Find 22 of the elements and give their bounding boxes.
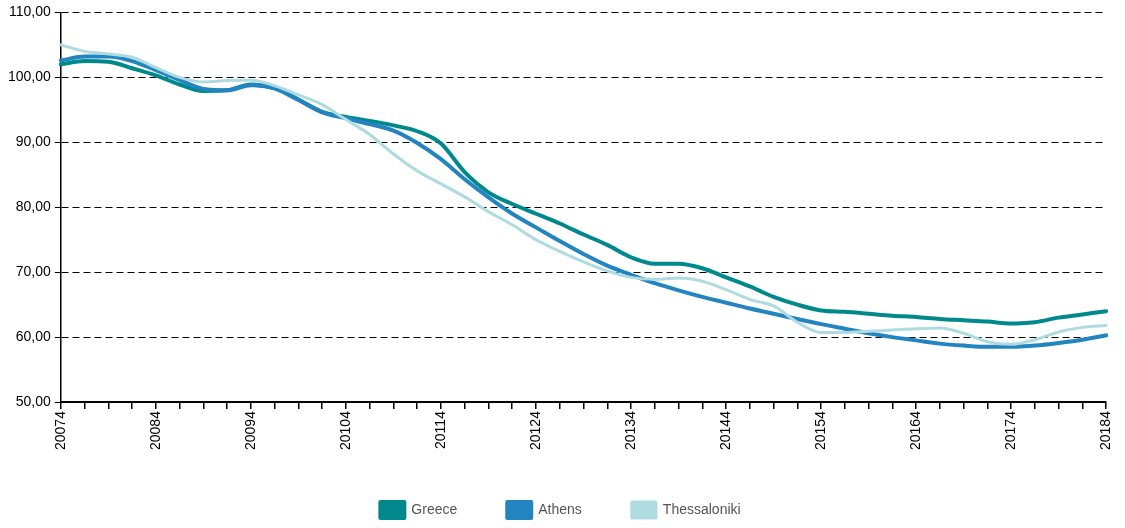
legend-label: Greece: [411, 500, 458, 517]
x-tick-label: 20164: [906, 410, 923, 451]
y-tick-label: 60,00: [15, 327, 52, 344]
x-tick-label: 20184: [1097, 410, 1114, 451]
y-tick-label: 80,00: [15, 198, 52, 215]
x-tick-label: 20154: [811, 410, 828, 451]
legend-label: Athens: [538, 500, 582, 517]
x-tick-label: 20114: [431, 410, 448, 449]
x-tick-label: 20074: [51, 410, 68, 451]
x-tick-label: 20094: [241, 410, 258, 451]
x-tick-label: 20144: [716, 410, 733, 451]
x-tick-label: 20174: [1002, 410, 1019, 451]
x-tick-label: 20084: [146, 410, 163, 451]
legend-label: Thessaloniki: [662, 500, 741, 517]
y-tick-label: 110,00: [9, 3, 52, 20]
y-tick-label: 90,00: [15, 133, 52, 150]
y-tick-label: 50,00: [15, 392, 52, 409]
y-tick-label: 70,00: [15, 263, 52, 280]
x-tick-label: 20104: [336, 410, 353, 451]
y-tick-label: 100,00: [7, 68, 52, 85]
x-tick-label: 20124: [526, 410, 543, 451]
x-tick-label: 20134: [621, 410, 638, 451]
